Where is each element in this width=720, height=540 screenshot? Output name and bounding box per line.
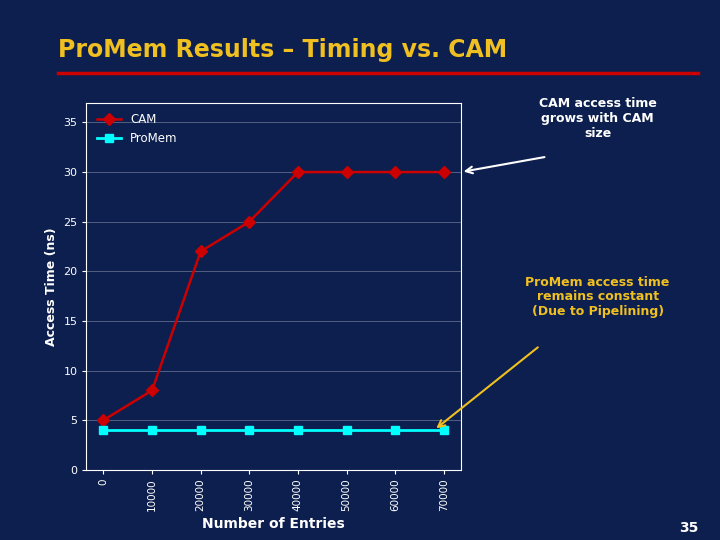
CAM [439, 169, 448, 176]
Text: 35: 35 [679, 521, 698, 535]
CAM [245, 219, 253, 225]
Line: CAM: CAM [99, 168, 448, 424]
Text: CAM access time
grows with CAM
size: CAM access time grows with CAM size [539, 97, 657, 140]
ProMem [342, 427, 351, 433]
ProMem [99, 427, 108, 433]
X-axis label: Number of Entries: Number of Entries [202, 517, 345, 531]
Text: ProMem access time
remains constant
(Due to Pipelining): ProMem access time remains constant (Due… [526, 275, 670, 319]
ProMem [294, 427, 302, 433]
CAM [148, 387, 156, 394]
ProMem [245, 427, 253, 433]
ProMem [148, 427, 156, 433]
ProMem [391, 427, 400, 433]
Legend: CAM, ProMem: CAM, ProMem [92, 109, 182, 150]
ProMem [439, 427, 448, 433]
Text: ProMem Results – Timing vs. CAM: ProMem Results – Timing vs. CAM [58, 38, 507, 62]
CAM [342, 169, 351, 176]
CAM [391, 169, 400, 176]
Line: ProMem: ProMem [99, 426, 448, 434]
Y-axis label: Access Time (ns): Access Time (ns) [45, 227, 58, 346]
CAM [294, 169, 302, 176]
CAM [99, 417, 108, 423]
CAM [197, 248, 205, 255]
ProMem [197, 427, 205, 433]
